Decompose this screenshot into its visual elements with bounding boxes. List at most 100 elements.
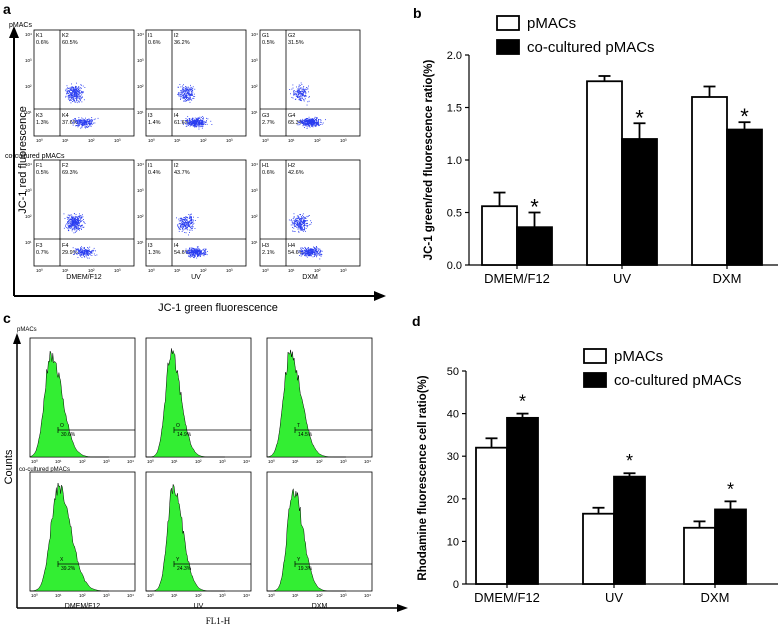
x-tick-label: 10¹ <box>62 268 69 273</box>
y-tick-label: 20 <box>447 494 459 506</box>
histogram: Y 19.3% 10⁰ 10¹ 10² 10³ 10⁴ <box>266 471 373 598</box>
x-tick-label: DMEM/F12 <box>474 590 540 605</box>
a-y-arrowhead <box>9 26 19 38</box>
y-tick-label: 10⁴ <box>137 32 144 37</box>
histogram-area <box>266 349 346 458</box>
panel-letter-b: b <box>413 5 422 21</box>
y-tick-label: 10³ <box>251 188 258 193</box>
gate-id: Y <box>297 557 301 563</box>
x-tick-label: DXM <box>713 271 742 286</box>
gate-id: O <box>60 423 64 429</box>
y-tick-label: 10¹ <box>251 240 258 245</box>
y-tick-label: 10² <box>137 214 144 219</box>
column-label: DMEM/F12 <box>66 274 102 281</box>
quadrant-id: F4 <box>62 243 68 249</box>
legend-label: pMACs <box>527 15 576 32</box>
x-tick-label: 10² <box>316 459 323 464</box>
plot-frame <box>33 159 135 267</box>
quadrant-id: I1 <box>148 33 153 39</box>
plot-frame <box>259 29 361 137</box>
quadrant-id: H3 <box>262 243 269 249</box>
x-tick-label: 10⁰ <box>36 268 43 273</box>
gate-id: O <box>176 423 180 429</box>
x-tick-label: 10⁴ <box>243 593 250 598</box>
quadrant-id: I4 <box>174 113 179 119</box>
x-tick-label: DMEM/F12 <box>484 271 550 286</box>
quadrant-percent: 1.3% <box>148 250 161 256</box>
x-tick-label: 10⁴ <box>127 459 134 464</box>
significance-star: * <box>740 104 749 129</box>
y-tick-label: 10³ <box>137 188 144 193</box>
x-tick-label: 10¹ <box>288 268 295 273</box>
quadrant-id: I2 <box>174 163 179 169</box>
x-tick-label: 10³ <box>340 138 347 143</box>
quadrant-id: F3 <box>36 243 42 249</box>
quadrant-percent: 65.3% <box>288 120 304 126</box>
x-tick-label: 10¹ <box>174 138 181 143</box>
x-tick-label: 10¹ <box>174 268 181 273</box>
quadrant-id: G2 <box>288 33 295 39</box>
x-tick-label: 10¹ <box>292 459 299 464</box>
significance-star: * <box>635 105 644 130</box>
row-label-pmacs: pMACs <box>9 22 32 29</box>
x-tick-label: 10⁴ <box>127 593 134 598</box>
a-x-arrowhead <box>374 291 386 301</box>
x-tick-label: 10³ <box>103 459 110 464</box>
bar-cocultured <box>726 128 763 266</box>
x-tick-label: DXM <box>701 590 730 605</box>
x-tick-label: 10² <box>88 268 95 273</box>
histogram-area <box>267 488 346 592</box>
y-tick-label: 50 <box>447 366 459 378</box>
gate-percent: 14.5% <box>298 432 313 438</box>
x-tick-label: 10⁰ <box>268 593 275 598</box>
x-tick-label: 10³ <box>340 459 347 464</box>
y-tick-label: 10² <box>251 214 258 219</box>
x-tick-label: 10⁴ <box>364 593 371 598</box>
x-tick-label: 10⁰ <box>36 138 43 143</box>
legend-label: co-cultured pMACs <box>614 372 742 389</box>
quadrant-percent: 36.2% <box>174 40 190 46</box>
x-tick-label: 10⁴ <box>243 459 250 464</box>
bar-chart-d: d 0 10 20 30 40 50 Rhodamine fluorescence cell … <box>412 313 778 605</box>
legend-swatch <box>496 39 520 55</box>
gate-id: X <box>60 557 64 563</box>
quadrant-percent: 69.3% <box>62 170 78 176</box>
bar-pmacs <box>586 80 623 266</box>
x-tick-label: 10³ <box>219 593 226 598</box>
quadrant-id: F2 <box>62 163 68 169</box>
row-label-cocultured: co-cultured pMACs <box>19 467 70 473</box>
quadrant-percent: 0.5% <box>36 170 49 176</box>
c-x-arrowhead <box>397 604 408 612</box>
bar-pmacs <box>481 205 518 266</box>
x-tick-label: 10⁰ <box>31 459 38 464</box>
y-tick-label: 10³ <box>25 58 32 63</box>
gate-percent: 19.3% <box>298 566 313 572</box>
quadrant-id: F1 <box>36 163 42 169</box>
bar-cocultured <box>613 475 646 585</box>
quadrant-id: K2 <box>62 33 69 39</box>
x-tick-label: 10³ <box>340 268 347 273</box>
c-y-arrowhead <box>13 333 21 344</box>
panel-letter-a: a <box>3 1 11 17</box>
panel-letter-c: c <box>3 310 11 326</box>
gate-percent: 24.3% <box>177 566 192 572</box>
x-tick-label: 10⁰ <box>262 138 269 143</box>
y-tick-label: 10⁴ <box>251 162 258 167</box>
y-tick-label: 10² <box>137 84 144 89</box>
bar-pmacs <box>475 446 508 585</box>
quadrant-percent: 2.1% <box>262 250 275 256</box>
quadrant-id: I1 <box>148 163 153 169</box>
histogram: Y 24.3% 10⁰ 10¹ 10² 10³ 10⁴ <box>145 471 252 598</box>
quadrant-id: I4 <box>174 243 179 249</box>
y-tick-label: 0.5 <box>447 208 462 220</box>
histogram: O 14.9% 10⁰ 10¹ 10² 10³ 10⁴ <box>145 337 252 464</box>
x-tick-label: 10⁰ <box>147 459 154 464</box>
bar-chart-b: b 0.0 0.5 1.0 1.5 2.0 JC-1 green/red fluoresce… <box>413 5 778 286</box>
quadrant-id: G1 <box>262 33 269 39</box>
y-tick-label: 40 <box>447 409 459 421</box>
y-tick-label: 10¹ <box>137 240 144 245</box>
histogram-area <box>146 348 225 458</box>
y-tick-label: 10³ <box>25 188 32 193</box>
